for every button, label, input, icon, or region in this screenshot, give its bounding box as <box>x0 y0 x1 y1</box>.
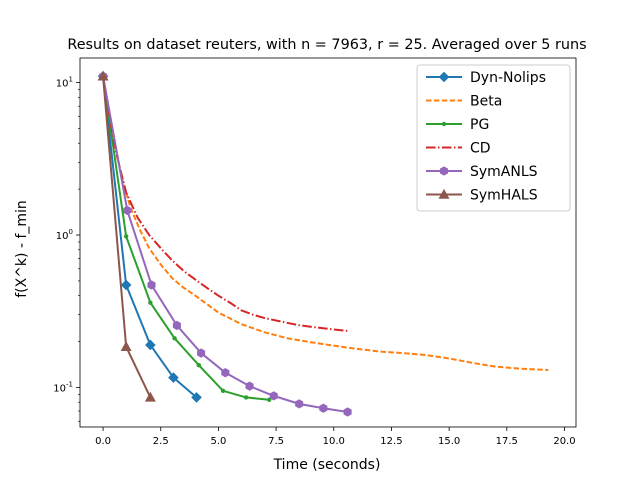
data-point <box>243 395 249 400</box>
y-tick-label: 10-1 <box>53 380 73 394</box>
data-point <box>295 399 304 409</box>
chart-title: Results on dataset reuters, with n = 796… <box>67 37 586 53</box>
data-point <box>147 280 156 290</box>
x-tick-label: 20.0 <box>553 436 575 447</box>
series-symhals <box>97 70 156 402</box>
legend-label: SymHALS <box>470 188 538 204</box>
series-line <box>102 76 549 372</box>
data-point <box>172 320 181 331</box>
data-point <box>145 339 156 351</box>
data-point <box>123 205 132 216</box>
data-point <box>168 372 179 383</box>
x-tick-label: 10.0 <box>323 436 345 447</box>
data-point <box>120 341 132 351</box>
data-point <box>221 367 230 378</box>
data-point <box>191 392 202 403</box>
axes-frame <box>79 57 577 428</box>
data-point <box>144 391 156 402</box>
x-axis-label: Time (seconds) <box>273 457 381 473</box>
series-symanls <box>99 71 352 417</box>
data-point <box>196 362 202 368</box>
data-point <box>269 391 278 401</box>
x-tick-label: 15.0 <box>438 436 460 447</box>
plot-area: 0.0 2.5 5.0 7.5 10.0 12.5 15.0 17.5 20.0 10-1 100 1… <box>53 57 577 447</box>
legend-marker <box>439 166 449 176</box>
x-tick-label: 17.5 <box>496 436 518 447</box>
series-line <box>102 76 270 401</box>
x-tick-label: 2.5 <box>153 436 169 447</box>
series-pg <box>100 74 272 402</box>
series-cd <box>102 76 348 332</box>
legend-label: Beta <box>470 94 502 110</box>
data-point <box>319 403 328 413</box>
y-axis-label: f(X^k) - f_min <box>14 200 30 298</box>
data-point <box>197 348 206 358</box>
legend-marker <box>438 71 450 83</box>
series-line <box>102 76 348 332</box>
data-point <box>266 397 272 402</box>
x-tick-label: 12.5 <box>380 436 402 447</box>
y-tick-label: 101 <box>56 76 73 90</box>
data-point <box>245 381 254 391</box>
x-tick-label: 5.0 <box>210 436 226 447</box>
series-beta <box>102 76 549 372</box>
legend: Dyn-Nolips Beta PG CD SymANLS SymHALS <box>416 64 571 212</box>
data-point <box>220 388 226 394</box>
data-point <box>123 234 129 239</box>
data-point <box>148 300 153 305</box>
legend-label: Dyn-Nolips <box>470 70 546 86</box>
data-point <box>97 70 109 81</box>
y-tick-label: 100 <box>56 228 73 242</box>
legend-marker <box>438 188 450 199</box>
x-tick-label: 7.5 <box>268 436 284 447</box>
legend-label: CD <box>470 141 491 157</box>
data-point <box>120 279 132 291</box>
legend-label: PG <box>470 117 489 133</box>
x-tick-label: 0.0 <box>95 436 111 447</box>
data-point <box>172 336 177 341</box>
legend-box <box>416 64 571 212</box>
data-point <box>343 407 352 417</box>
legend-marker <box>441 121 447 127</box>
legend-label: SymANLS <box>470 164 538 180</box>
